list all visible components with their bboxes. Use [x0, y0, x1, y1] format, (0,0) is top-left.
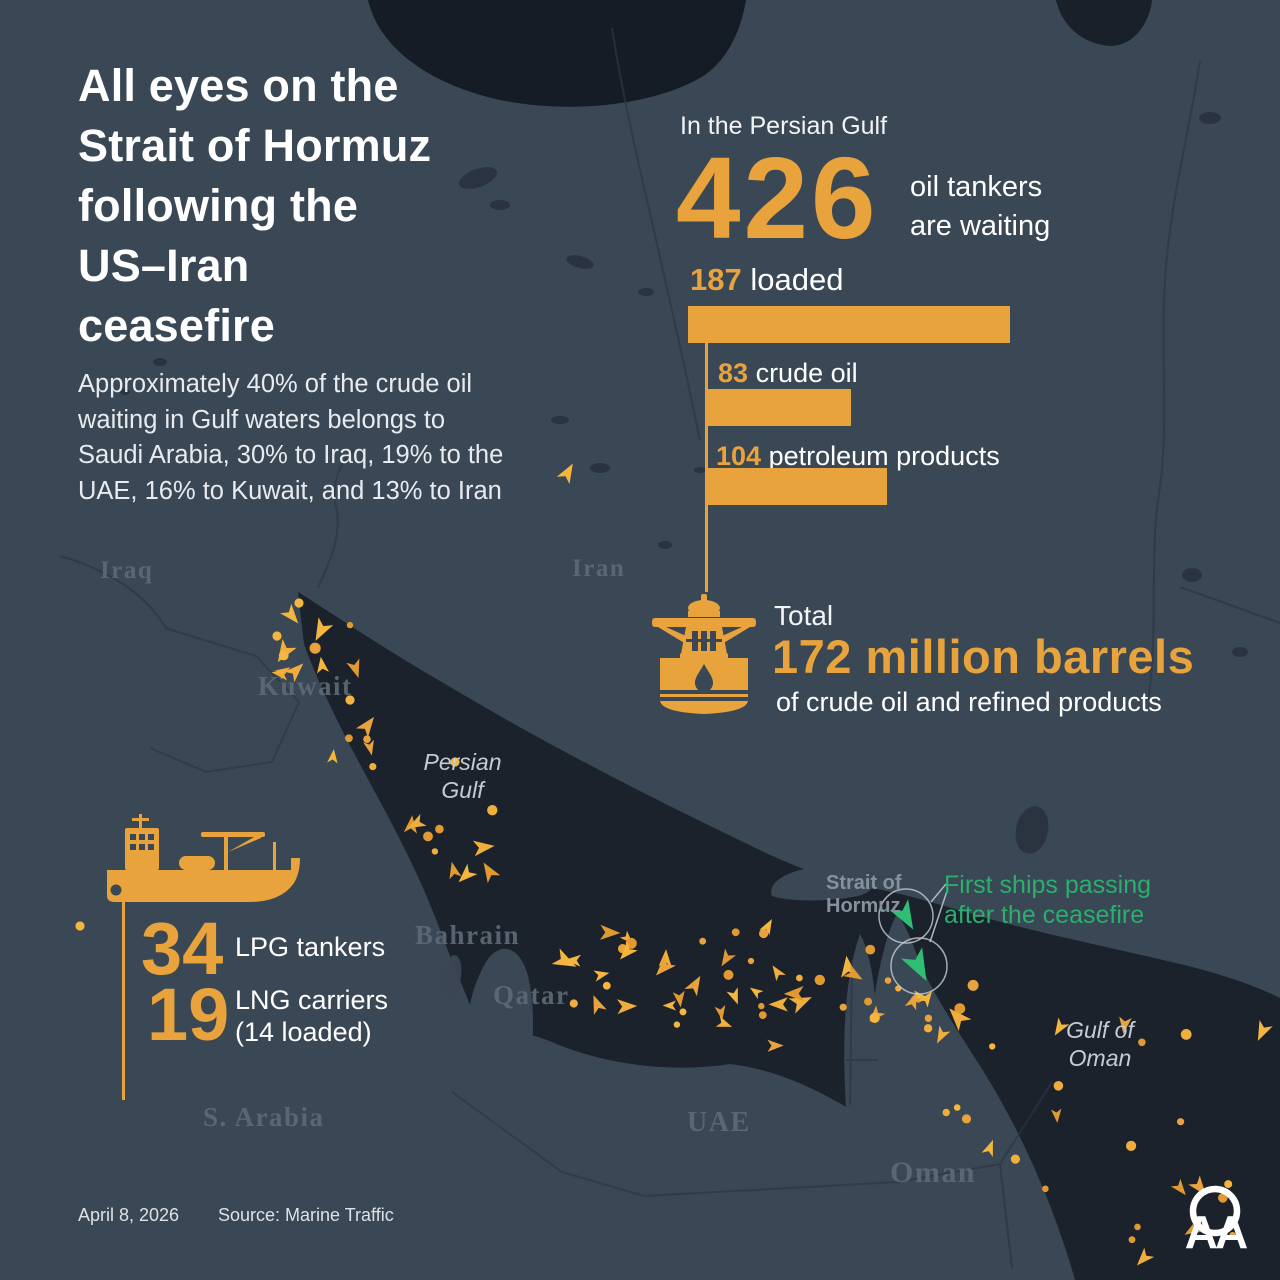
map-label-oman: Oman	[890, 1156, 977, 1189]
bar-petroleum	[708, 468, 887, 505]
waiting-tankers-value: 426	[676, 133, 879, 263]
stat-header: In the Persian Gulf	[680, 112, 888, 140]
chart-connector-line	[705, 342, 708, 592]
title-line: US–Iran	[78, 240, 250, 291]
agency-logo: AA	[1185, 1185, 1248, 1258]
green-ship-arrow-2	[900, 947, 927, 982]
map-texture-blobs	[120, 112, 1248, 854]
waiting-tankers-label: oil tankers are waiting	[910, 171, 1051, 242]
map-label-gulf-of-oman: Gulf of Oman	[1066, 1017, 1134, 1071]
total-sublabel: of crude oil and refined products	[776, 687, 1162, 717]
bar-label-crude-oil: 83 crude oil	[718, 358, 858, 388]
subtitle-line: waiting in Gulf waters belongs to	[78, 405, 446, 434]
green-ship-arrow-1	[889, 899, 914, 930]
ceasefire-highlight	[878, 883, 949, 995]
map-label-kuwait: Kuwait	[258, 671, 353, 701]
bahrain-island	[442, 955, 462, 997]
subtitle-line: Approximately 40% of the crude oil	[78, 370, 473, 398]
sea-top-right	[1056, 0, 1152, 46]
data-source: Source: Marine Traffic	[218, 1205, 394, 1225]
lpg-tanker-label: LPG tankers	[235, 932, 386, 962]
bar-loaded	[688, 306, 1010, 343]
ceasefire-annotation: First ships passing after the ceasefire	[944, 871, 1152, 929]
total-label: Total	[774, 600, 834, 631]
total-value: 172 million barrels	[772, 630, 1195, 683]
map-label-persian-gulf: Persian Gulf	[423, 749, 502, 803]
bar-label-loaded: 187 loaded	[690, 262, 844, 297]
logo-text: AA	[1185, 1206, 1247, 1258]
map-label-saudi-arabia: S. Arabia	[203, 1102, 325, 1132]
oil-barrel-icon	[652, 594, 756, 714]
qatar-peninsula	[466, 948, 534, 1091]
qeshm-island	[771, 865, 874, 901]
bar-crude-oil	[708, 389, 851, 426]
map-label-bahrain: Bahrain	[415, 920, 521, 950]
logo-ring	[1189, 1185, 1241, 1237]
lng-carrier-label: LNG carriers	[235, 985, 389, 1015]
tanker-ship-icon	[107, 814, 300, 902]
lng-carrier-count: 19	[147, 973, 230, 1056]
map-label-iraq: Iraq	[100, 557, 154, 584]
title-line: All eyes on the	[78, 60, 399, 111]
country-borders	[59, 27, 1280, 1269]
highlight-circle-1	[878, 888, 934, 944]
lpg-tanker-count: 34	[141, 907, 224, 990]
page-title: All eyes on the Strait of Hormuz followi…	[78, 56, 431, 356]
lng-carrier-sublabel: (14 loaded)	[235, 1017, 372, 1047]
intro-paragraph: Approximately 40% of the crude oil waiti…	[78, 367, 503, 509]
title-line: Strait of Hormuz	[78, 120, 432, 171]
subtitle-line: Saudi Arabia, 30% to Iraq, 19% to the	[78, 441, 504, 469]
map-label-uae: UAE	[687, 1107, 751, 1138]
title-line: following the	[78, 180, 359, 231]
ship-stat-connector-line	[122, 902, 125, 1100]
bar-label-petroleum: 104 petroleum products	[716, 441, 1000, 471]
caspian-sea	[368, 0, 746, 107]
subtitle-line: UAE, 16% to Kuwait, and 13% to Iran	[78, 476, 502, 505]
map-label-iran: Iran	[572, 555, 626, 582]
ship-markers	[75, 463, 1273, 1266]
title-line: ceasefire	[78, 300, 275, 351]
publish-date: April 8, 2026	[78, 1205, 180, 1225]
highlight-circle-2	[890, 937, 948, 995]
map-label-qatar: Qatar	[493, 980, 570, 1010]
map-label-strait-of-hormuz: Strait of Hormuz	[826, 872, 902, 917]
